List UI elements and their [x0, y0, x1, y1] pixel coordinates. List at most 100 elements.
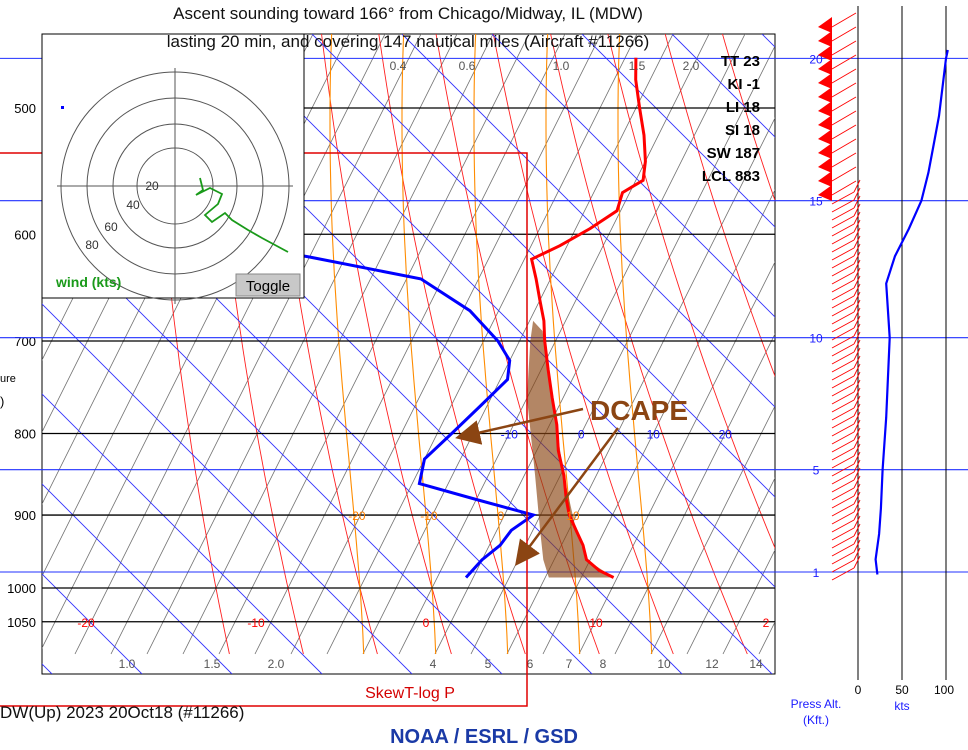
wind-barb-flag	[853, 243, 861, 257]
wind-barb-pennant	[818, 73, 832, 89]
wind-barb	[831, 543, 855, 557]
isotherm-line	[362, 34, 674, 655]
wind-barb	[831, 359, 855, 373]
mixing-ratio-bottom-label: 2.0	[268, 657, 285, 671]
wind-barb-flag	[853, 443, 861, 457]
wind-barb	[831, 303, 855, 317]
wind-barb	[831, 399, 855, 413]
altitude-tick-5: 5	[813, 464, 820, 478]
wind-barb	[831, 166, 857, 182]
title-line-1: Ascent sounding toward 166° from Chicago…	[173, 4, 643, 23]
mixing-ratio-top-label: 1.0	[553, 59, 570, 73]
wind-barb	[831, 343, 855, 357]
hodograph-trace	[195, 177, 289, 253]
wind-barb-flag	[853, 403, 861, 417]
dry-adiabat-line	[889, 20, 968, 655]
wind-barb	[831, 271, 855, 285]
wind-barb-flag	[853, 291, 861, 305]
dry-adiabat-line	[722, 34, 775, 202]
isotherm-line	[42, 34, 350, 649]
wind-barb	[831, 110, 857, 126]
title-line-2: lasting 20 min, and covering 147 nautica…	[167, 32, 650, 51]
pressure-tick-1000: 1000	[7, 581, 36, 596]
mixing-ratio-bottom-label: 4	[430, 657, 437, 671]
wind-barb	[831, 279, 855, 293]
toggle-button[interactable]: Toggle	[235, 273, 301, 297]
wind-barb	[831, 247, 855, 261]
wind-barb	[831, 82, 857, 98]
mixing-ratio-top-label: 0.6	[459, 59, 476, 73]
dcape-label: DCAPE	[590, 395, 688, 426]
index-ki: KI -1	[727, 76, 760, 93]
isotherm-line	[686, 477, 775, 655]
wind-barb-flag	[853, 539, 861, 553]
isotherm-line	[110, 34, 422, 655]
wind-barb	[831, 124, 857, 140]
dry-adiabat-line	[664, 34, 775, 378]
wind-barb	[831, 519, 855, 533]
isotherm-line	[614, 333, 775, 655]
wind-barb-flag	[853, 227, 861, 241]
wind-barb-pennant	[818, 17, 832, 33]
isotherm-line	[290, 34, 602, 655]
isotherm-label-blue: -10	[501, 427, 519, 441]
speed-tick-50: 50	[895, 683, 909, 697]
wind-barb	[831, 383, 855, 397]
index-si: SI 18	[725, 122, 760, 139]
wind-barb-pennant	[818, 157, 832, 173]
wind-panel: 0 50 100 Press Alt. (Kft.) kts	[791, 6, 954, 727]
moist-adiabat-line	[545, 34, 581, 655]
wind-barb	[831, 487, 855, 501]
altitude-tick-15: 15	[809, 195, 823, 209]
press-alt-label: Press Alt.	[791, 697, 842, 711]
wind-barb	[831, 231, 855, 245]
isotherm-line	[578, 261, 775, 655]
wind-barb-pennant	[818, 101, 832, 117]
footer-station-date: DW(Up) 2023 20Oct18 (#11266)	[0, 703, 244, 722]
wind-barb	[831, 96, 857, 112]
wind-barb	[831, 463, 855, 477]
dry-adiabat-line	[378, 34, 526, 655]
wind-barb	[831, 559, 855, 573]
wind-barb-flag	[853, 187, 861, 201]
isotherm-line	[218, 34, 530, 655]
isotherm-label-red: -10	[247, 616, 265, 630]
wind-barb-flag	[853, 547, 861, 561]
wind-barb	[831, 351, 855, 365]
hodograph-panel: 20 40 60 80 wind (kts) Toggle	[41, 33, 305, 304]
isotherm-line	[146, 34, 458, 655]
temperature-profile	[529, 57, 647, 579]
wind-barb	[831, 407, 855, 421]
pressure-tick-500: 500	[14, 101, 36, 116]
altitude-tick-1: 1	[813, 566, 820, 580]
wind-barb	[831, 223, 855, 237]
credit-label: NOAA / ESRL / GSD	[390, 726, 578, 748]
isotherm-line	[74, 34, 386, 655]
pressure-tick-600: 600	[14, 227, 36, 242]
isotherm-label-orange: 10	[566, 509, 580, 523]
wind-barb-flag	[853, 283, 861, 297]
wind-barb-flag	[853, 451, 861, 465]
dry-adiabat-line	[435, 34, 600, 655]
wind-barb-flag	[853, 435, 861, 449]
isotherm-label-orange: 0	[498, 509, 505, 523]
altitude-tick-10: 10	[809, 332, 823, 346]
hodograph-ring-label: 60	[104, 220, 118, 234]
index-lcl: LCL 883	[702, 168, 760, 185]
wind-barb-flag	[853, 467, 861, 481]
wind-barb-flag	[853, 411, 861, 425]
wind-barb-flag	[853, 419, 861, 433]
wind-barb	[831, 12, 857, 28]
wind-barb-flag	[853, 499, 861, 513]
speed-tick-0: 0	[855, 683, 862, 697]
wind-grid-line	[42, 393, 323, 674]
wind-barb	[831, 423, 855, 437]
wind-barb	[831, 54, 857, 70]
isotherm-line	[254, 34, 566, 655]
isotherm-line	[867, 4, 968, 654]
wind-barb	[831, 199, 855, 213]
wind-grid-line	[401, 34, 775, 408]
wind-barb	[831, 26, 857, 42]
wind-barb-pennant	[818, 59, 832, 75]
wind-barb	[831, 239, 855, 253]
